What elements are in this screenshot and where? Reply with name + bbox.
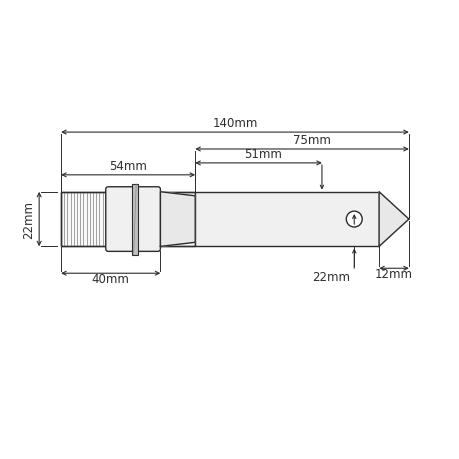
Text: 22mm: 22mm [312, 271, 349, 284]
Text: 75mm: 75mm [292, 134, 330, 147]
Polygon shape [378, 192, 408, 247]
FancyBboxPatch shape [106, 187, 160, 252]
Bar [195, 192, 378, 247]
Polygon shape [160, 192, 195, 247]
Text: 54mm: 54mm [109, 159, 147, 173]
Text: 51mm: 51mm [244, 148, 282, 161]
Bar [61, 192, 195, 247]
Circle shape [346, 212, 361, 228]
Text: 12mm: 12mm [374, 268, 412, 280]
Text: 140mm: 140mm [212, 117, 257, 130]
Text: 22mm: 22mm [22, 201, 35, 239]
Text: 40mm: 40mm [92, 273, 129, 285]
Bar [132, 184, 138, 255]
